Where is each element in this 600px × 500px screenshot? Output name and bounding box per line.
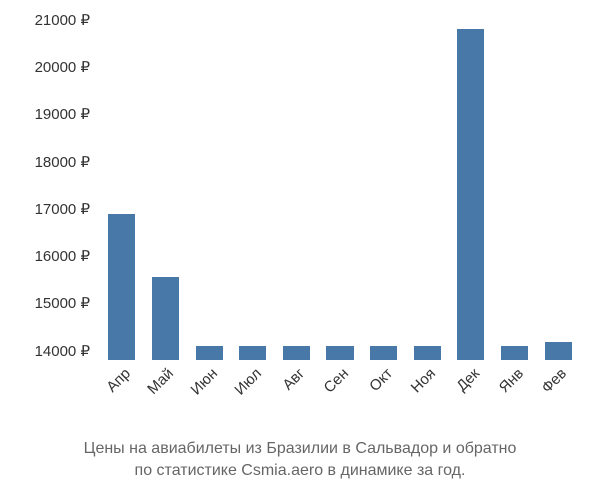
bar [239,346,266,360]
bar [326,346,353,360]
chart-caption-line2: по статистике Csmia.aero в динамике за г… [0,460,600,482]
x-tick-label: Июл [231,365,265,399]
x-tick-label: Фев [539,365,571,397]
x-tick-label: Дек [453,365,483,395]
bar [370,346,397,360]
x-tick-label: Июн [188,365,221,398]
x-tick-label: Апр [103,365,134,396]
y-tick-label: 17000 ₽ [10,200,90,218]
bar [108,214,135,360]
x-tick-label: Янв [495,365,526,396]
chart-caption-line1: Цены на авиабилеты из Бразилии в Сальвад… [0,438,600,460]
bar [283,346,310,360]
bar [152,277,179,360]
bar [457,29,484,360]
price-chart: 14000 ₽ 15000 ₽ 16000 ₽ 17000 ₽ 18000 ₽ 19000… [0,0,600,500]
bar [196,346,223,360]
y-tick-label: 18000 ₽ [10,153,90,171]
x-tick-label: Ноя [408,365,439,396]
bar [414,346,441,360]
bar [545,342,572,360]
x-tick-label: Окт [366,365,396,395]
y-tick-label: 14000 ₽ [10,342,90,360]
y-tick-label: 19000 ₽ [10,105,90,123]
bar [501,346,528,360]
x-tick-label: Май [145,365,178,398]
x-tick-label: Сен [321,365,352,396]
plot-area [100,20,580,360]
y-tick-label: 21000 ₽ [10,11,90,29]
y-tick-label: 15000 ₽ [10,294,90,312]
y-tick-label: 16000 ₽ [10,247,90,265]
y-tick-label: 20000 ₽ [10,58,90,76]
x-tick-label: Авг [280,365,309,394]
